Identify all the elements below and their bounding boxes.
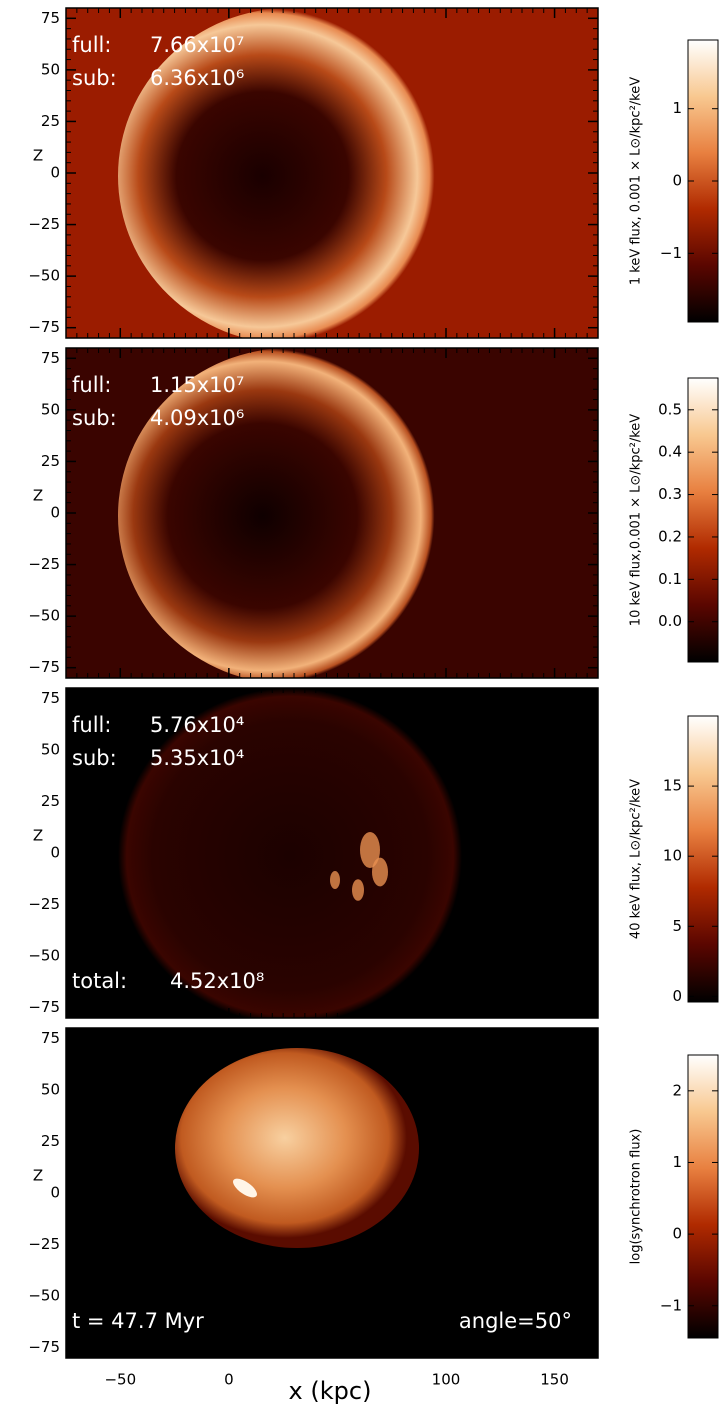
- y-tick-label: 0: [50, 1184, 60, 1202]
- hotspot: [330, 871, 340, 889]
- annotation: total:: [72, 969, 127, 993]
- y-tick-label: −25: [28, 555, 60, 573]
- y-axis-label: Z: [33, 1167, 43, 1185]
- colorbar-tick-label: 1: [672, 99, 682, 117]
- y-tick-label: 25: [41, 1132, 60, 1150]
- y-axis-label: Z: [33, 147, 43, 165]
- y-tick-label: 75: [41, 689, 60, 707]
- annotation: t = 47.7 Myr: [72, 1309, 204, 1333]
- y-axis-label: Z: [33, 487, 43, 505]
- y-tick-label: 75: [41, 1029, 60, 1047]
- y-tick-label: −25: [28, 215, 60, 233]
- annotation: sub:: [72, 406, 117, 430]
- y-tick-label: 0: [50, 504, 60, 522]
- colorbar-tick-label: 2: [672, 1081, 682, 1099]
- annotation: full:: [72, 33, 111, 57]
- colorbar-tick-label: 0: [672, 172, 682, 190]
- panel-image: [66, 348, 598, 678]
- hotspot: [372, 857, 388, 887]
- colorbar-label: log(synchrotron flux): [629, 1129, 644, 1265]
- y-tick-label: 50: [41, 400, 60, 418]
- colorbar-tick-label: 0.0: [658, 612, 682, 630]
- y-tick-label: 25: [41, 792, 60, 810]
- y-tick-label: 50: [41, 740, 60, 758]
- annotation: 5.76x10⁴: [150, 713, 244, 737]
- annotation: 7.66x10⁷: [150, 33, 244, 57]
- annotation: 1.15x10⁷: [150, 373, 244, 397]
- x-tick-label: 0: [224, 1371, 234, 1389]
- colorbar-tick-label: 0.4: [658, 443, 682, 461]
- panel-image: [66, 8, 598, 338]
- y-tick-label: −50: [28, 1287, 60, 1305]
- colorbar: [687, 1054, 719, 1339]
- colorbar-tick-label: 0.1: [658, 570, 682, 588]
- y-tick-label: 0: [50, 164, 60, 182]
- y-tick-label: −50: [28, 267, 60, 285]
- colorbar-tick-label: 0: [672, 1225, 682, 1243]
- colorbar-tick-label: 5: [672, 917, 682, 935]
- colorbar-label: 1 keV flux, 0.001 × L⊙/kpc²/keV: [629, 77, 644, 285]
- y-tick-label: −75: [28, 658, 60, 676]
- emission: [175, 1048, 419, 1248]
- annotation: 6.36x10⁶: [150, 66, 244, 90]
- colorbar: [687, 715, 719, 1003]
- y-tick-label: −50: [28, 947, 60, 965]
- y-tick-label: −25: [28, 895, 60, 913]
- colorbar-tick-label: −1: [660, 244, 682, 262]
- panel-image: [66, 688, 598, 1018]
- annotation: sub:: [72, 66, 117, 90]
- hotspot: [360, 832, 380, 868]
- y-tick-label: 25: [41, 452, 60, 470]
- x-tick-label: 150: [540, 1371, 569, 1389]
- annotation: full:: [72, 713, 111, 737]
- y-tick-label: 25: [41, 112, 60, 130]
- y-tick-label: 75: [41, 9, 60, 27]
- hotspot: [352, 879, 364, 901]
- y-tick-label: −50: [28, 607, 60, 625]
- y-tick-label: 75: [41, 349, 60, 367]
- emission: [118, 348, 462, 678]
- annotation: sub:: [72, 746, 117, 770]
- annotation: full:: [72, 373, 111, 397]
- colorbar-tick-label: −1: [660, 1296, 682, 1314]
- colorbar-tick-label: 0: [672, 987, 682, 1005]
- colorbar-tick-label: 1: [672, 1153, 682, 1171]
- x-tick-label: −50: [104, 1371, 136, 1389]
- y-tick-label: 0: [50, 844, 60, 862]
- x-tick-label: 100: [432, 1371, 461, 1389]
- colorbar-tick-label: 15: [663, 777, 682, 795]
- emission: [118, 8, 462, 338]
- hotspot: [233, 1178, 257, 1198]
- colorbar-tick-label: 0.2: [658, 527, 682, 545]
- emission: [118, 688, 462, 1018]
- y-tick-label: −75: [28, 1338, 60, 1356]
- annotation: 4.52x10⁸: [170, 969, 264, 993]
- colorbar-tick-label: 0.5: [658, 400, 682, 418]
- y-tick-label: −75: [28, 998, 60, 1016]
- colorbar-label: 10 keV flux,0.001 × L⊙/kpc²/keV: [629, 414, 644, 626]
- annotation: 5.35x10⁴: [150, 746, 244, 770]
- colorbar: [687, 377, 719, 663]
- panel-image: [66, 1028, 598, 1358]
- y-tick-label: 50: [41, 60, 60, 78]
- colorbar-tick-label: 0.3: [658, 485, 682, 503]
- y-tick-label: −75: [28, 318, 60, 336]
- colorbar-tick-label: 10: [663, 847, 682, 865]
- annotation: 4.09x10⁶: [150, 406, 244, 430]
- y-axis-label: Z: [33, 827, 43, 845]
- annotation: angle=50°: [459, 1309, 572, 1333]
- y-tick-label: −25: [28, 1235, 60, 1253]
- y-tick-label: 50: [41, 1080, 60, 1098]
- colorbar-label: 40 keV flux, L⊙/kpc²/keV: [629, 779, 644, 939]
- x-axis-label: x (kpc): [289, 1377, 372, 1405]
